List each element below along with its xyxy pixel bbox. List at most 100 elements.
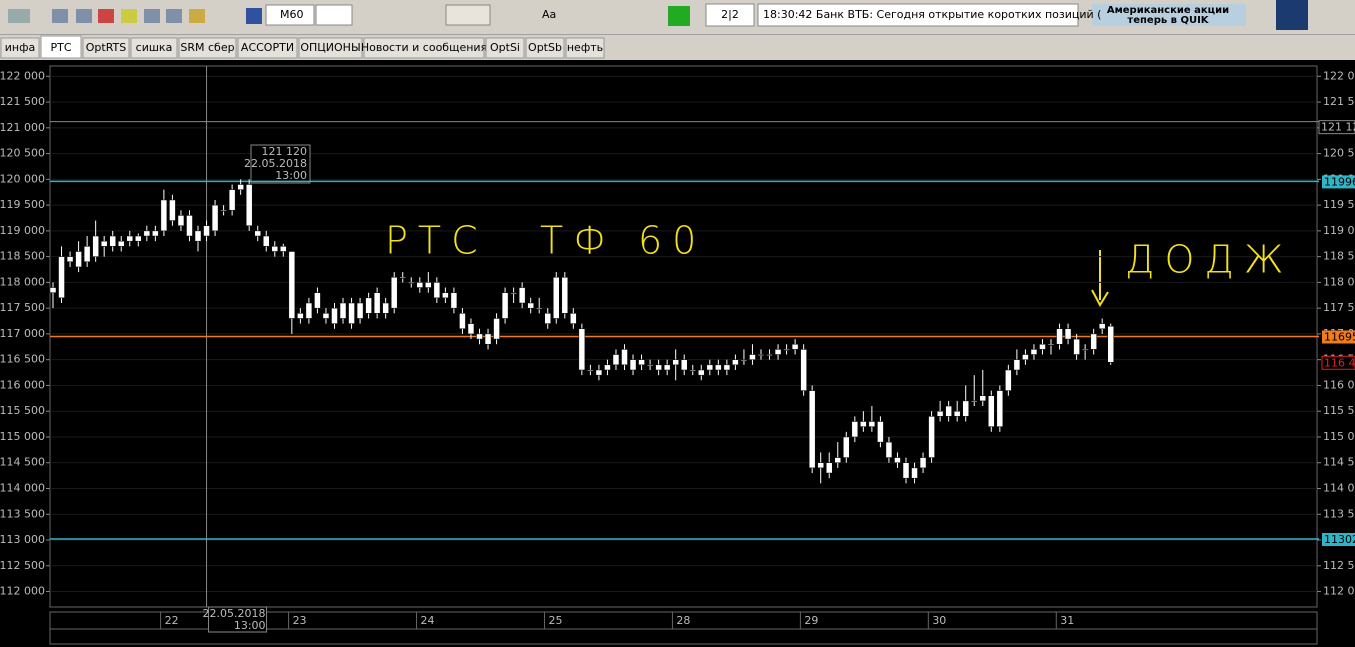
tab[interactable] [0,37,40,59]
candle-body [621,349,628,366]
tab-label[interactable]: РТС [50,41,71,54]
tab[interactable] [130,37,178,59]
icon[interactable] [144,9,160,23]
candle-body [561,276,569,314]
tab-label[interactable]: сишка [136,41,173,54]
tab-label[interactable]: АССОРТИ [241,41,294,54]
last-price-box [1321,355,1355,370]
candle-body [791,343,799,350]
candle-body [774,349,782,355]
candle-body [723,364,731,371]
candle-body [936,410,944,417]
annotation-arrow [1091,250,1109,308]
icon[interactable] [76,9,92,23]
candle-body [800,349,807,391]
tab-label[interactable]: инфа [5,41,36,54]
tab-label[interactable]: SRM сбер [180,41,234,54]
candle-body [928,416,935,458]
candle-body [228,189,236,211]
font-button[interactable]: Aa [542,8,556,21]
y-tick-label: 115 500 [0,404,45,417]
candle-body [297,313,304,319]
y-tick-label: 121 500 [1323,95,1355,108]
date-tooltip-line: 22.05.2018 [203,607,266,620]
tooltip-line: 121 120 [262,145,308,158]
candle-body [1022,354,1029,360]
candle-body [953,410,961,417]
candle-body [416,282,424,288]
candle-body [646,364,654,367]
candle-body [996,390,1004,427]
tab[interactable] [565,37,605,59]
cursor-select[interactable] [315,4,353,26]
banner-line: Американские акции [1107,5,1229,16]
icon[interactable] [189,9,205,23]
candle-body [868,421,876,427]
news-box[interactable] [757,3,1079,27]
tab[interactable] [485,37,525,59]
news-ticker[interactable]: 18:30:42 Банк ВТБ: Сегодня открытие коро… [763,8,1101,21]
tab-label[interactable]: Новости и сообщения [361,41,487,54]
tab[interactable] [525,37,565,59]
tab-label[interactable]: нефть [567,41,603,54]
menu-icon[interactable] [8,9,30,23]
tab-label[interactable]: ОПЦИОНЫ [300,41,360,54]
tab[interactable] [40,35,82,59]
candle-body [135,235,142,242]
candle-body [919,457,927,469]
y-tick-label: 120 500 [0,147,45,160]
candle-body [83,246,91,263]
x-tick-label: 29 [804,614,818,627]
candle-body [894,457,901,463]
candle-body [220,210,227,212]
indicator-icon[interactable] [668,6,690,26]
candle-body [1056,328,1063,345]
candle-body [373,292,381,314]
candle-body [49,287,57,293]
icon[interactable] [52,9,68,23]
tab-label[interactable]: OptSi [490,41,520,54]
candle-body [518,287,526,304]
tooltip-line: 13:00 [275,169,307,182]
candle-body [587,369,594,372]
candle-body [672,359,679,366]
candle-body [467,323,475,335]
tab[interactable] [298,37,363,59]
crosshair-price: 121 12 [1321,121,1355,134]
tab-label[interactable]: OptRTS [86,41,127,54]
icon[interactable] [98,9,114,23]
candle-body [698,369,705,376]
date-tooltip [208,606,268,633]
x-tick-label: 23 [293,614,307,627]
tab-label[interactable]: OptSb [528,41,562,54]
crosshair-price-box [1318,120,1355,135]
icon[interactable] [121,9,137,23]
candle-body [680,359,688,371]
icon[interactable] [166,9,182,23]
hand-tool[interactable] [445,4,491,26]
candle-body [186,215,193,237]
candle-body [484,333,492,345]
interval-select[interactable] [265,4,315,26]
y-tick-label: 120 000 [0,172,45,185]
candle-body [945,405,952,417]
tab[interactable] [237,37,298,59]
candle-body [535,307,543,310]
candle-body [152,230,159,237]
tab[interactable] [363,37,485,59]
candle-body [203,225,210,237]
y-tick-label: 118 000 [0,275,45,288]
chart-icon[interactable] [246,8,262,24]
tab-bar: инфа РТС OptRTS сишка SRM сбер АССОРТИ ОПЦИОНЫ… [0,35,605,59]
annotation: РТС [385,219,488,263]
x-tick-label: 28 [676,614,690,627]
candle-body [66,256,74,263]
candle-body [160,199,168,232]
crosshair-tooltip [250,144,311,184]
banner[interactable] [1092,4,1246,26]
tab[interactable] [82,37,130,59]
tab[interactable] [178,37,237,59]
candle-body [604,364,611,371]
candle-body [425,282,432,288]
